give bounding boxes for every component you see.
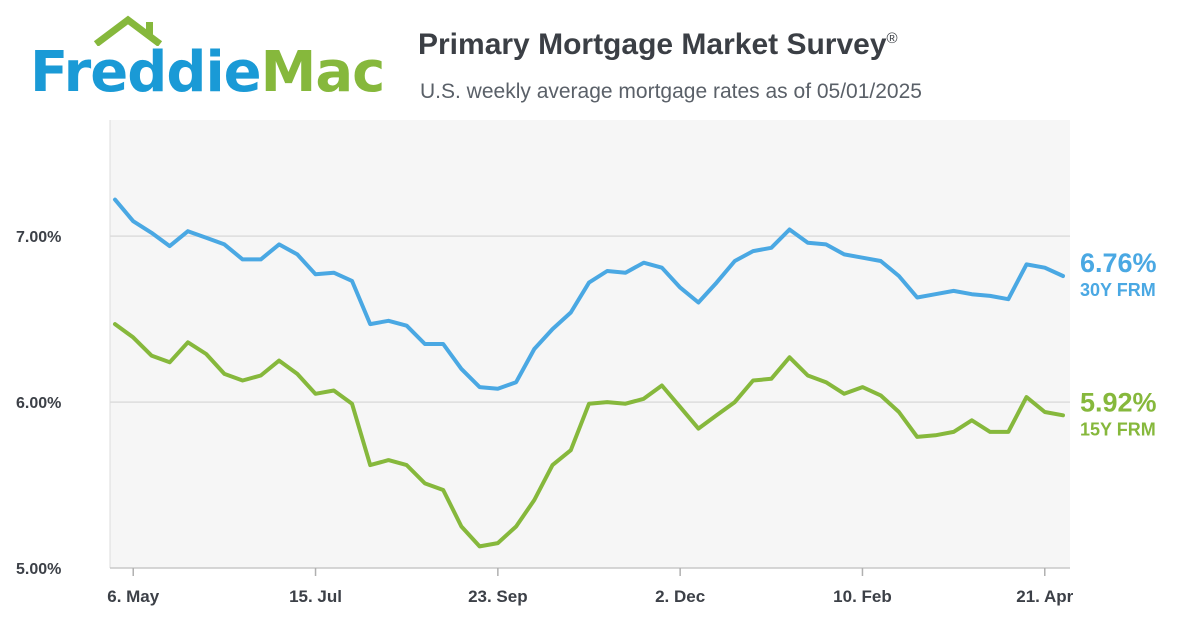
- series-lines: [113, 197, 1065, 549]
- x-tick-label: 6. May: [107, 587, 160, 606]
- chart-title: Primary Mortgage Market Survey®: [418, 28, 898, 62]
- y-tick-label: 5.00%: [16, 561, 61, 578]
- end-labels: 6.76%30Y FRM 5.92%15Y FRM: [1080, 248, 1157, 439]
- logo-word-mac: Mac: [260, 40, 386, 105]
- logo-word-freddie: Freddie: [30, 40, 262, 105]
- series-30y-frm-label: 30Y FRM: [1080, 280, 1156, 300]
- logo-wordmark: FreddieMac: [30, 40, 386, 105]
- x-tick-label: 23. Sep: [468, 587, 528, 606]
- plot-area: [109, 120, 1070, 569]
- registered-mark: ®: [886, 30, 898, 47]
- series-30y-frm-line: [113, 197, 1065, 391]
- mortgage-rate-chart: 5.00% 6.00% 7.00% 6. May 15. Jul 23. Sep 2. D…: [16, 120, 1157, 606]
- series-15y-frm-line: [113, 322, 1065, 549]
- y-tick-label: 7.00%: [16, 229, 61, 246]
- series-15y-frm-end-value: 5.92%: [1080, 387, 1157, 417]
- x-tick-label: 21. Apr: [1016, 587, 1073, 606]
- y-axis-ticks: 5.00% 6.00% 7.00%: [16, 229, 61, 578]
- series-30y-frm-end-value: 6.76%: [1080, 248, 1157, 278]
- y-tick-label: 6.00%: [16, 395, 61, 412]
- plot-background: [110, 120, 1070, 568]
- x-tick-label: 2. Dec: [655, 587, 705, 606]
- chart-title-text: Primary Mortgage Market Survey: [418, 28, 887, 61]
- x-tick-label: 15. Jul: [289, 587, 342, 606]
- chart-subtitle: U.S. weekly average mortgage rates as of…: [420, 80, 922, 103]
- x-tick-label: 10. Feb: [833, 587, 892, 606]
- x-axis-ticks: 6. May 15. Jul 23. Sep 2. Dec 10. Feb 21. Apr: [107, 568, 1074, 606]
- house-roof-icon: [93, 15, 163, 46]
- series-15y-frm-label: 15Y FRM: [1080, 419, 1156, 439]
- freddie-mac-logo: FreddieMac: [30, 10, 390, 110]
